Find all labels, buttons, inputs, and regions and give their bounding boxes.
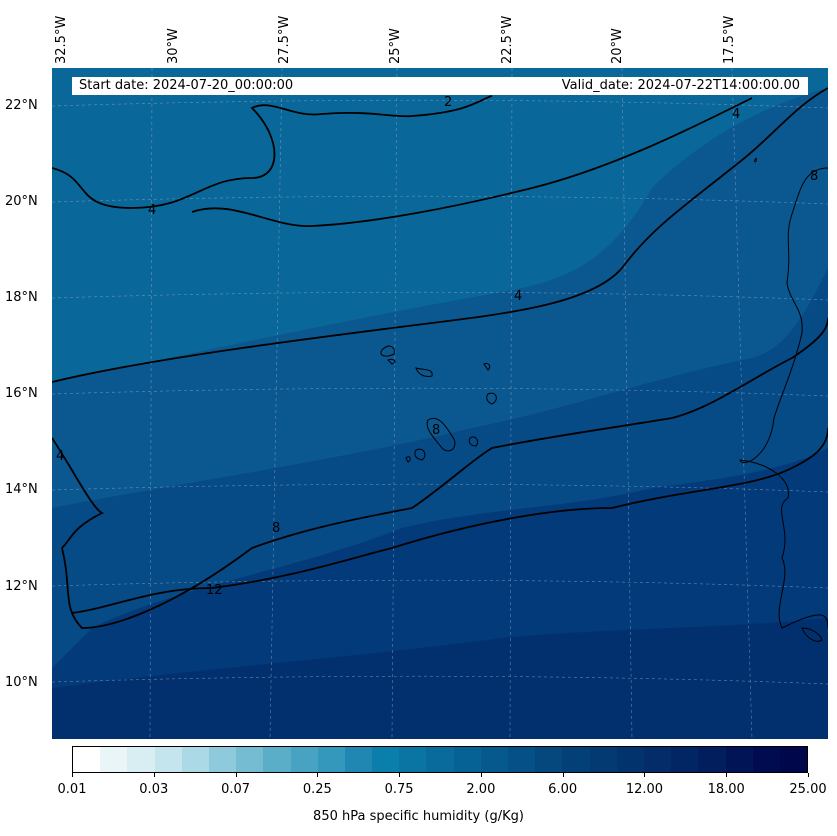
colorbar-tick-mark: [808, 773, 809, 777]
start-date-label: Start date: 2024-07-20_00:00:00: [79, 78, 294, 93]
coastline: [380, 157, 828, 642]
colorbar-segment: [725, 747, 753, 772]
colorbar-segment: [372, 747, 400, 772]
colorbar: [72, 746, 808, 773]
colorbar-tick-label: 18.00: [707, 782, 745, 797]
latitude-label: 10°N: [5, 675, 38, 690]
latitude-label: 16°N: [5, 386, 38, 401]
colorbar-segment: [643, 747, 672, 772]
longitude-label: 17.5°W: [722, 15, 737, 64]
colorbar-tick-mark: [153, 773, 155, 777]
colorbar-segment: [453, 747, 481, 772]
contour-label: 4: [56, 449, 64, 464]
colorbar-segment: [100, 747, 128, 772]
longitude-label: 22.5°W: [500, 15, 515, 64]
colorbar-segment: [399, 747, 427, 772]
colorbar-tick-mark: [480, 773, 482, 777]
contour-label: 4: [514, 289, 522, 304]
colorbar-segment: [290, 747, 318, 772]
latitude-label: 20°N: [5, 194, 38, 209]
contour-labels: 2 4 4 4 4 8 8 8 12: [56, 95, 818, 598]
colorbar-segment: [236, 747, 264, 772]
colorbar-tick-label: 12.00: [625, 782, 664, 797]
map-panel: 2 4 4 4 4 8 8 8 12: [52, 68, 828, 739]
colorbar-segment: [508, 747, 536, 772]
colorbar-segment: [181, 747, 209, 772]
latitude-label: 22°N: [5, 98, 38, 113]
colorbar-segment: [127, 747, 155, 772]
longitude-label: 25°W: [388, 28, 403, 64]
colorbar-segment: [73, 747, 101, 772]
latitude-label: 12°N: [5, 579, 38, 594]
colorbar-tick-label: 6.00: [548, 782, 578, 797]
colorbar-tick-label: 0.03: [139, 782, 169, 797]
colorbar-tick-mark: [726, 773, 728, 777]
contour-label: 4: [732, 107, 740, 122]
contour-label: 8: [432, 423, 440, 438]
colorbar-tick-label: 0.07: [221, 782, 251, 797]
colorbar-segment: [154, 747, 182, 772]
contour-label: 12: [206, 583, 223, 598]
colorbar-segment: [535, 747, 563, 772]
contour-label: 8: [810, 169, 818, 184]
latitude-label: 18°N: [5, 290, 38, 305]
colorbar-tick-label: 25.00: [789, 782, 827, 797]
colorbar-tick-mark: [72, 773, 73, 777]
humidity-contours: [52, 87, 828, 629]
colorbar-segment: [779, 747, 808, 772]
longitude-label: 32.5°W: [54, 15, 69, 64]
colorbar-tick-mark: [562, 773, 564, 777]
contour-label: 2: [444, 95, 452, 110]
longitude-label: 20°W: [610, 28, 625, 64]
longitude-label: 30°W: [166, 28, 181, 64]
colorbar-segment: [263, 747, 291, 772]
colorbar-tick-mark: [399, 773, 401, 777]
colorbar-segment: [480, 747, 508, 772]
colorbar-tick-mark: [644, 773, 646, 777]
colorbar-segment: [344, 747, 373, 772]
colorbar-segment: [562, 747, 590, 772]
colorbar-tick-label: 0.75: [384, 782, 414, 797]
contour-label: 4: [148, 203, 156, 218]
colorbar-segment: [616, 747, 644, 772]
date-info-bar: Start date: 2024-07-20_00:00:00 Valid_da…: [72, 77, 808, 95]
valid-date-label: Valid_date: 2024-07-22T14:00:00.00: [561, 78, 800, 93]
colorbar-tick-mark: [235, 773, 237, 777]
colorbar-segment: [317, 747, 345, 772]
colorbar-tick-label: 2.00: [466, 782, 496, 797]
longitude-label: 27.5°W: [277, 15, 292, 64]
colorbar-segment: [589, 747, 617, 772]
humidity-band-wettest: [52, 618, 828, 739]
colorbar-tick-label: 0.01: [57, 782, 87, 797]
colorbar-label: 850 hPa specific humidity (g/Kg): [313, 809, 524, 824]
colorbar-tick-mark: [317, 773, 319, 777]
colorbar-segment: [426, 747, 454, 772]
colorbar-tick-label: 0.25: [302, 782, 332, 797]
colorbar-segment: [208, 747, 237, 772]
colorbar-segment: [671, 747, 699, 772]
contour-label: 8: [272, 521, 280, 536]
humidity-map: 2 4 4 4 4 8 8 8 12: [52, 68, 828, 739]
colorbar-segment: [752, 747, 780, 772]
latitude-label: 14°N: [5, 482, 38, 497]
colorbar-segment: [698, 747, 726, 772]
